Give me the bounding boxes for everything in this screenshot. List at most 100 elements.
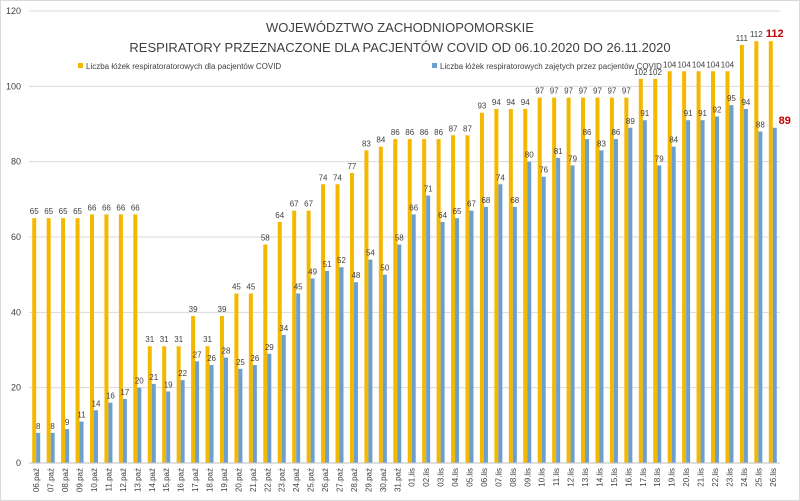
data-label: 65 [44,207,53,216]
data-label: 111 [736,34,749,43]
data-label: 65 [453,207,462,216]
data-label: 34 [279,324,288,333]
bar [725,71,730,464]
data-label: 104 [692,60,706,69]
data-label: 68 [510,196,519,205]
bar [407,139,412,464]
data-label: 65 [73,207,82,216]
data-label: 92 [713,105,722,114]
data-label: 87 [463,124,472,133]
data-label: 83 [597,139,606,148]
data-label: 86 [391,128,400,137]
bar [147,346,152,463]
data-label: 93 [477,102,486,111]
data-label: 89 [626,117,635,126]
data-label: 49 [308,267,317,276]
data-label: 84 [669,136,678,145]
x-tick-label: 29.paź [364,468,373,492]
data-label: 51 [323,260,332,269]
bar [642,120,647,463]
data-label: 16 [106,392,115,401]
bar [195,361,200,463]
bar [137,387,142,463]
bar [743,108,748,463]
data-label: 97 [607,87,616,96]
data-label: 67 [290,200,299,209]
bar [118,214,123,463]
x-tick-label: 06.paź [32,468,41,492]
data-label: 104 [677,60,691,69]
x-tick-label: 03.lis [437,468,446,487]
bar [263,244,268,463]
bar [479,112,484,463]
bar [595,97,600,463]
data-label: 25 [236,358,245,367]
bar [191,316,196,463]
x-tick-label: 16.lis [624,468,633,487]
x-tick-label: 06.lis [480,468,489,487]
data-label: 94 [506,98,515,107]
x-tick-label: 14.paź [148,468,157,492]
data-label: 97 [593,87,602,96]
data-label: 31 [145,335,154,344]
data-label: 67 [304,200,313,209]
legend-swatch [432,63,437,68]
data-label: 102 [649,68,663,77]
x-tick-label: 18.paź [206,468,215,492]
data-label: 45 [246,283,255,292]
data-label: 19 [164,380,173,389]
x-tick-label: 19.paź [220,468,229,492]
bar [754,41,759,464]
y-tick-label: 0 [16,458,21,468]
chart-title: WOJEWÓDZTWO ZACHODNIOPOMORSKIE [266,20,534,35]
x-tick-label: 07.lis [494,468,503,487]
data-label: 28 [222,347,231,356]
bar [310,278,315,463]
y-tick-label: 100 [6,81,21,91]
x-tick-label: 17.paź [191,468,200,492]
data-label: 58 [261,234,270,243]
x-tick-label: 01.lis [408,468,417,487]
bar [682,71,687,464]
data-label: 64 [438,211,447,220]
data-label: 86 [420,128,429,137]
bar [465,135,470,464]
bar [426,195,431,464]
bar [79,421,84,463]
bar [512,206,517,463]
x-tick-label: 09.lis [523,468,532,487]
data-label: 45 [232,283,241,292]
bar [89,214,94,463]
data-label: 39 [189,305,198,314]
data-label: 104 [721,60,735,69]
bar [321,184,326,463]
data-label: 94 [492,98,501,107]
x-tick-label: 17.lis [639,468,648,487]
data-label: 9 [65,418,70,427]
bar [104,214,109,463]
bar [494,108,499,463]
data-label: 17 [120,388,129,397]
bar [440,221,445,463]
bar [657,165,662,463]
data-label: 50 [380,264,389,273]
data-label: 26 [207,354,216,363]
data-label: 66 [102,203,111,212]
x-tick-label: 11.paź [104,468,113,491]
x-tick-label: 10.lis [538,468,547,487]
data-label: 54 [366,249,375,258]
x-tick-label: 16.paź [177,468,186,492]
data-label: 91 [684,109,693,118]
data-label: 67 [467,200,476,209]
data-label: 20 [135,377,144,386]
bar [234,293,239,463]
data-label: 87 [449,124,458,133]
data-label: 21 [149,373,158,382]
data-label: 94 [741,98,750,107]
y-tick-label: 80 [11,157,21,167]
data-label: 97 [564,87,573,96]
data-label: 45 [294,283,303,292]
x-tick-label: 15.lis [610,468,619,487]
bar [296,293,301,463]
